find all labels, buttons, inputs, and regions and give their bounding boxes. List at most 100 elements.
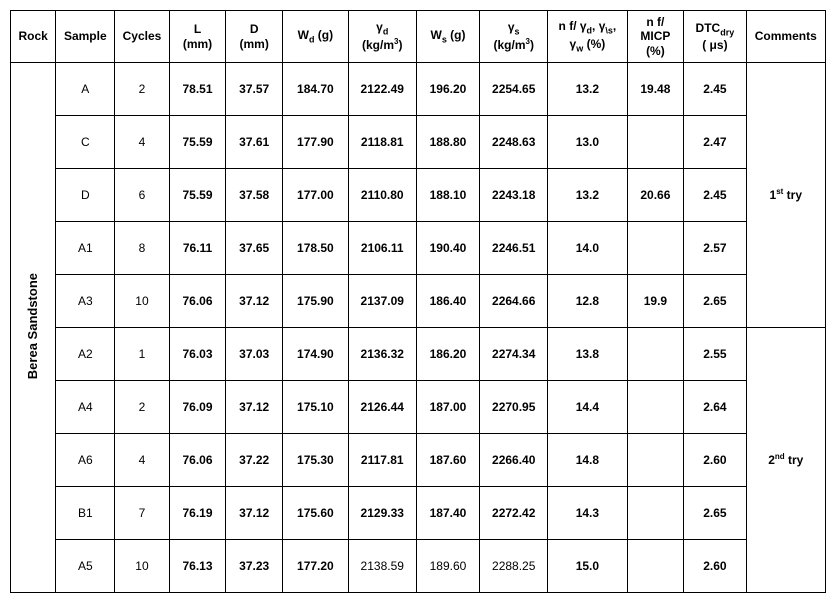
cell-Ws: 187.60 xyxy=(416,434,479,487)
cell-nf2: 19.48 xyxy=(627,63,684,116)
cell-Ws: 190.40 xyxy=(416,222,479,275)
cell-cycles: 2 xyxy=(115,63,169,116)
cell-nf2 xyxy=(627,487,684,540)
cell-sample: A2 xyxy=(56,328,115,381)
cell-L: 76.06 xyxy=(169,275,226,328)
cell-Ws: 188.80 xyxy=(416,116,479,169)
cell-gd: 2117.81 xyxy=(348,434,416,487)
cell-cycles: 2 xyxy=(115,381,169,434)
table-row: A4276.0937.12175.102126.44187.002270.951… xyxy=(11,381,826,434)
data-table: Rock Sample Cycles L(mm) D(mm) Wd (g) γd… xyxy=(10,10,826,593)
cell-nf2 xyxy=(627,222,684,275)
hdr-Ws: Ws (g) xyxy=(416,11,479,63)
hdr-comments: Comments xyxy=(746,11,825,63)
cell-D: 37.65 xyxy=(226,222,283,275)
cell-L: 75.59 xyxy=(169,116,226,169)
cell-gs: 2270.95 xyxy=(480,381,548,434)
cell-Wd: 175.60 xyxy=(283,487,349,540)
cell-cycles: 4 xyxy=(115,116,169,169)
table-row: A31076.0637.12175.902137.09186.402264.66… xyxy=(11,275,826,328)
cell-nf2 xyxy=(627,540,684,593)
cell-gs: 2288.25 xyxy=(480,540,548,593)
cell-L: 76.06 xyxy=(169,434,226,487)
cell-nf2 xyxy=(627,116,684,169)
cell-L: 75.59 xyxy=(169,169,226,222)
cell-nf1: 13.2 xyxy=(548,169,627,222)
cell-gs: 2254.65 xyxy=(480,63,548,116)
cell-sample: D xyxy=(56,169,115,222)
cell-gd: 2126.44 xyxy=(348,381,416,434)
cell-gs: 2266.40 xyxy=(480,434,548,487)
cell-D: 37.03 xyxy=(226,328,283,381)
cell-cycles: 10 xyxy=(115,540,169,593)
hdr-dtc: DTCdry( μs) xyxy=(684,11,746,63)
cell-nf2 xyxy=(627,381,684,434)
hdr-L: L(mm) xyxy=(169,11,226,63)
rock-cell: Berea Sandstone xyxy=(11,63,56,593)
cell-cycles: 7 xyxy=(115,487,169,540)
hdr-sample: Sample xyxy=(56,11,115,63)
rock-label: Berea Sandstone xyxy=(25,273,41,379)
hdr-cycles: Cycles xyxy=(115,11,169,63)
cell-gs: 2248.63 xyxy=(480,116,548,169)
cell-D: 37.23 xyxy=(226,540,283,593)
cell-gs: 2264.66 xyxy=(480,275,548,328)
hdr-nf1: n f/ γd, γ\s,γw (%) xyxy=(548,11,627,63)
hdr-rock: Rock xyxy=(11,11,56,63)
table-row: D675.5937.58177.002110.80188.102243.1813… xyxy=(11,169,826,222)
cell-Ws: 186.40 xyxy=(416,275,479,328)
hdr-gd: γd(kg/m3) xyxy=(348,11,416,63)
cell-sample: B1 xyxy=(56,487,115,540)
hdr-gs: γs(kg/m3) xyxy=(480,11,548,63)
hdr-D: D(mm) xyxy=(226,11,283,63)
table-row: C475.5937.61177.902118.81188.802248.6313… xyxy=(11,116,826,169)
cell-sample: A3 xyxy=(56,275,115,328)
cell-Wd: 177.00 xyxy=(283,169,349,222)
cell-Wd: 174.90 xyxy=(283,328,349,381)
cell-dtc: 2.65 xyxy=(684,487,746,540)
table-row: Berea SandstoneA278.5137.57184.702122.49… xyxy=(11,63,826,116)
table-row: B1776.1937.12175.602129.33187.402272.421… xyxy=(11,487,826,540)
cell-gd: 2137.09 xyxy=(348,275,416,328)
cell-gs: 2272.42 xyxy=(480,487,548,540)
cell-dtc: 2.65 xyxy=(684,275,746,328)
table-body: Berea SandstoneA278.5137.57184.702122.49… xyxy=(11,63,826,593)
cell-nf1: 15.0 xyxy=(548,540,627,593)
cell-gd: 2110.80 xyxy=(348,169,416,222)
hdr-Wd: Wd (g) xyxy=(283,11,349,63)
cell-dtc: 2.64 xyxy=(684,381,746,434)
cell-L: 76.13 xyxy=(169,540,226,593)
cell-nf2 xyxy=(627,434,684,487)
cell-nf2: 20.66 xyxy=(627,169,684,222)
table-row: A1876.1137.65178.502106.11190.402246.511… xyxy=(11,222,826,275)
cell-L: 78.51 xyxy=(169,63,226,116)
table-row: A51076.1337.23177.202138.59189.602288.25… xyxy=(11,540,826,593)
cell-D: 37.57 xyxy=(226,63,283,116)
cell-sample: A5 xyxy=(56,540,115,593)
cell-dtc: 2.55 xyxy=(684,328,746,381)
comments-cell: 2nd try xyxy=(746,328,825,593)
cell-Ws: 187.40 xyxy=(416,487,479,540)
cell-dtc: 2.45 xyxy=(684,63,746,116)
cell-sample: C xyxy=(56,116,115,169)
table-row: A2176.0337.03174.902136.32186.202274.341… xyxy=(11,328,826,381)
cell-Wd: 177.90 xyxy=(283,116,349,169)
cell-dtc: 2.57 xyxy=(684,222,746,275)
cell-L: 76.19 xyxy=(169,487,226,540)
cell-gd: 2106.11 xyxy=(348,222,416,275)
cell-dtc: 2.60 xyxy=(684,434,746,487)
cell-sample: A xyxy=(56,63,115,116)
cell-L: 76.03 xyxy=(169,328,226,381)
cell-gd: 2136.32 xyxy=(348,328,416,381)
cell-Ws: 187.00 xyxy=(416,381,479,434)
cell-nf1: 13.0 xyxy=(548,116,627,169)
cell-L: 76.11 xyxy=(169,222,226,275)
cell-D: 37.61 xyxy=(226,116,283,169)
cell-gd: 2138.59 xyxy=(348,540,416,593)
cell-Ws: 188.10 xyxy=(416,169,479,222)
cell-nf1: 14.8 xyxy=(548,434,627,487)
cell-Ws: 189.60 xyxy=(416,540,479,593)
cell-dtc: 2.60 xyxy=(684,540,746,593)
cell-cycles: 8 xyxy=(115,222,169,275)
cell-nf2: 19.9 xyxy=(627,275,684,328)
